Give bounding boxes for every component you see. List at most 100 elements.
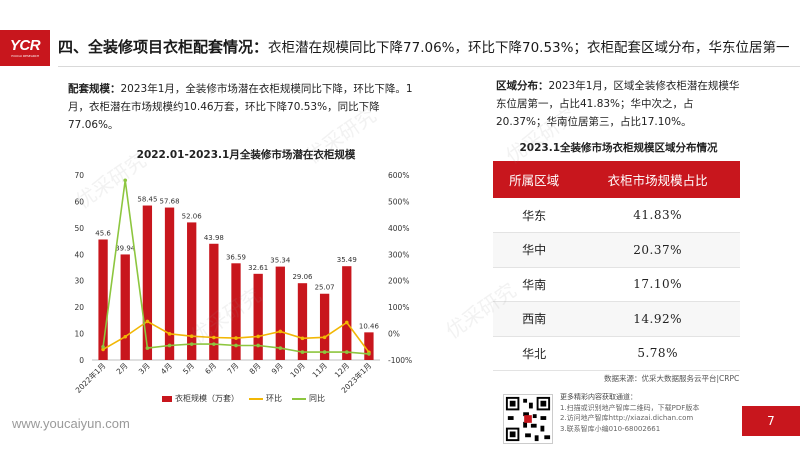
website-url[interactable]: www.youcaiyun.com — [12, 416, 130, 431]
x-tick-label: 5月 — [181, 361, 196, 376]
bar — [187, 222, 197, 360]
table-cell-share: 14.92% — [575, 301, 740, 337]
bar — [209, 243, 219, 360]
bar-data-label: 36.59 — [226, 253, 246, 261]
bar — [319, 293, 330, 360]
mom-point — [234, 336, 238, 340]
scale-chart: 0 10 20 30 40 50 60 70 -100% 0% 100% 200% 300% 400% 50… — [73, 171, 412, 395]
table-title: 2023.1全装修市场衣柜规模区域分布情况 — [519, 142, 718, 154]
y-right-tick-label: 300% — [388, 250, 409, 259]
table-cell-region: 华中 — [493, 232, 576, 268]
qr-code-icon[interactable] — [503, 394, 553, 444]
mom-point — [344, 320, 349, 325]
region-paragraph: 区域分布：2023年1月，区域全装修衣柜潜在规模华东位居第一，占比41.83%；… — [496, 77, 741, 131]
bar — [275, 266, 285, 360]
x-tick-label: 7月 — [225, 361, 240, 376]
bar-data-label: 25.07 — [315, 284, 335, 292]
x-tick-label: 12月 — [333, 361, 351, 379]
legend-item-yoy: 同比 — [292, 393, 325, 404]
legend-label-mom: 环比 — [266, 394, 282, 403]
table-cell-share: 5.78% — [575, 336, 740, 371]
y-right-tick-label: 500% — [388, 197, 409, 206]
scale-label: 配套规模： — [68, 83, 121, 95]
y-right-tick-label: 100% — [388, 303, 409, 312]
yoy-point — [101, 344, 105, 349]
table-row: 西南 14.92% — [493, 301, 740, 337]
chart-legend: 衣柜规模（万套） 环比 同比 — [162, 393, 325, 404]
bar-data-label: 43.98 — [204, 234, 224, 242]
x-tick-label: 8月 — [248, 361, 263, 376]
yoy-point — [189, 342, 194, 346]
bar-data-label: 39.94 — [115, 244, 136, 252]
yoy-point — [278, 346, 283, 350]
x-tick-label: 10月 — [288, 361, 306, 379]
legend-swatch-bars — [162, 395, 172, 402]
y-right-tick-label: -100% — [388, 356, 412, 365]
y-right-tick-label: 400% — [388, 224, 409, 233]
yoy-point — [256, 343, 260, 348]
y-left-tick-label: 30 — [74, 277, 84, 286]
table-cell-share: 20.37% — [575, 232, 740, 268]
table-header-region: 所属区域 — [493, 161, 576, 198]
bar — [342, 266, 352, 360]
mom-point — [278, 329, 283, 334]
table-header-share: 衣柜市场规模占比 — [575, 161, 740, 198]
legend-label-bars: 衣柜规模（万套） — [175, 394, 239, 403]
bar-data-label: 45.6 — [95, 229, 111, 237]
mom-point — [145, 319, 150, 324]
y-left-tick-label: 50 — [74, 224, 84, 233]
yoy-point — [300, 350, 305, 354]
page-title: 四、全装修项目衣柜配套情况：衣柜潜在规模同比下降77.06%，环比下降70.53… — [58, 36, 789, 57]
x-tick-label: 3月 — [137, 361, 152, 376]
mom-point — [123, 334, 128, 339]
y-right-tick-label: 200% — [388, 277, 409, 286]
yoy-point — [145, 346, 150, 350]
yoy-point — [322, 350, 327, 354]
y-right-tick-label: 0% — [388, 330, 400, 339]
x-tick-label: 2022年1月 — [73, 360, 108, 395]
bar-data-label: 35.34 — [270, 257, 291, 265]
bar-data-label: 52.06 — [182, 212, 203, 220]
qr-info-line: 1.扫描或识别地产智库二维码，下载PDF版本 — [560, 403, 700, 412]
y-left-tick-label: 0 — [79, 356, 84, 365]
y-left-tick-label: 40 — [74, 250, 84, 259]
table-cell-region: 华北 — [493, 336, 576, 371]
yoy-point — [212, 342, 216, 346]
table-row: 华中 20.37% — [493, 232, 740, 268]
y-right-tick-label: 600% — [388, 171, 409, 180]
bar — [297, 283, 308, 360]
region-table: 所属区域 衣柜市场规模占比 华东 41.83% 华中 20.37% 华南 17.… — [493, 161, 740, 371]
logo: YCR YOUCAI RESEARCH — [0, 30, 50, 66]
yoy-point — [167, 343, 172, 348]
qr-info-line: 3.联系智库小编010-68002661 — [560, 424, 661, 433]
bar — [364, 332, 374, 360]
logo-main: YCR — [9, 37, 41, 54]
qr-info-line[interactable]: 2.访问地产智库http://xiazai.dichan.com — [560, 414, 694, 422]
table-cell-share: 17.10% — [575, 267, 740, 302]
header-divider — [58, 66, 800, 67]
yoy-point — [234, 343, 238, 348]
qr-info-head: 更多精彩内容获取通道： — [560, 393, 637, 401]
bar-data-label: 57.68 — [160, 198, 180, 206]
page-title-rest: 衣柜潜在规模同比下降77.06%，环比下降70.53%；衣柜配套区域分布，华东位… — [268, 40, 790, 56]
y-left-tick-label: 70 — [74, 171, 84, 180]
bar — [142, 205, 153, 360]
legend-item-bars: 衣柜规模（万套） — [162, 393, 239, 404]
table-header-row: 所属区域 衣柜市场规模占比 — [493, 161, 740, 198]
table-row: 华东 41.83% — [493, 198, 740, 233]
mom-point — [256, 334, 260, 339]
x-tick-label: 4月 — [159, 361, 174, 376]
yoy-point — [344, 350, 349, 354]
table-row: 华南 17.10% — [493, 267, 740, 302]
bar-data-label: 29.06 — [292, 273, 313, 281]
table-cell-share: 41.83% — [575, 198, 740, 233]
yoy-point — [123, 178, 128, 183]
x-tick-label: 11月 — [311, 361, 329, 379]
mom-point — [167, 332, 172, 336]
scale-paragraph: 配套规模：2023年1月，全装修市场潜在衣柜规模同比下降，环比下降。1月，衣柜潜… — [68, 80, 413, 134]
page-title-lead: 四、全装修项目衣柜配套情况： — [58, 38, 269, 56]
mom-point — [300, 336, 305, 341]
y-left-tick-label: 20 — [74, 303, 84, 312]
data-source: 数据来源：优采大数据服务云平台|CRPC — [604, 374, 740, 383]
bar — [253, 273, 263, 360]
